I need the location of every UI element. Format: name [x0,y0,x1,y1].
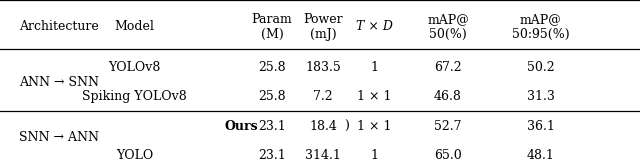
Text: mAP@
50(%): mAP@ 50(%) [427,13,469,41]
Text: Spiking YOLOv8: Spiking YOLOv8 [82,90,187,104]
Text: 23.1: 23.1 [258,120,286,133]
Text: T × D: T × D [356,20,393,33]
Text: 52.7: 52.7 [435,120,461,133]
Text: Model: Model [115,20,154,33]
Text: 23.1: 23.1 [258,149,286,162]
Text: 7.2: 7.2 [314,90,333,104]
Text: Param
(M): Param (M) [252,13,292,41]
Text: mAP@
50:95(%): mAP@ 50:95(%) [512,13,570,41]
Text: 1 × 1: 1 × 1 [357,90,392,104]
Text: Ours: Ours [224,120,258,133]
Text: ANN → SNN: ANN → SNN [19,76,99,89]
Text: 65.0: 65.0 [434,149,462,162]
Text: ): ) [344,120,349,133]
Text: 67.2: 67.2 [434,61,462,74]
Text: YOLOv8: YOLOv8 [108,61,161,74]
Text: SNN → ANN: SNN → ANN [19,131,99,144]
Text: 314.1: 314.1 [305,149,341,162]
Text: 183.5: 183.5 [305,61,341,74]
Text: 1: 1 [371,61,378,74]
Text: 48.1: 48.1 [527,149,555,162]
Text: 36.1: 36.1 [527,120,555,133]
Text: Architecture: Architecture [19,20,99,33]
Text: 25.8: 25.8 [258,90,286,104]
Text: 1: 1 [371,149,378,162]
Text: Power
(mJ): Power (mJ) [303,13,343,41]
Text: YOLO: YOLO [116,149,153,162]
Text: 50.2: 50.2 [527,61,555,74]
Text: 31.3: 31.3 [527,90,555,104]
Text: 46.8: 46.8 [434,90,462,104]
Text: 25.8: 25.8 [258,61,286,74]
Text: 1 × 1: 1 × 1 [357,120,392,133]
Text: 18.4: 18.4 [309,120,337,133]
